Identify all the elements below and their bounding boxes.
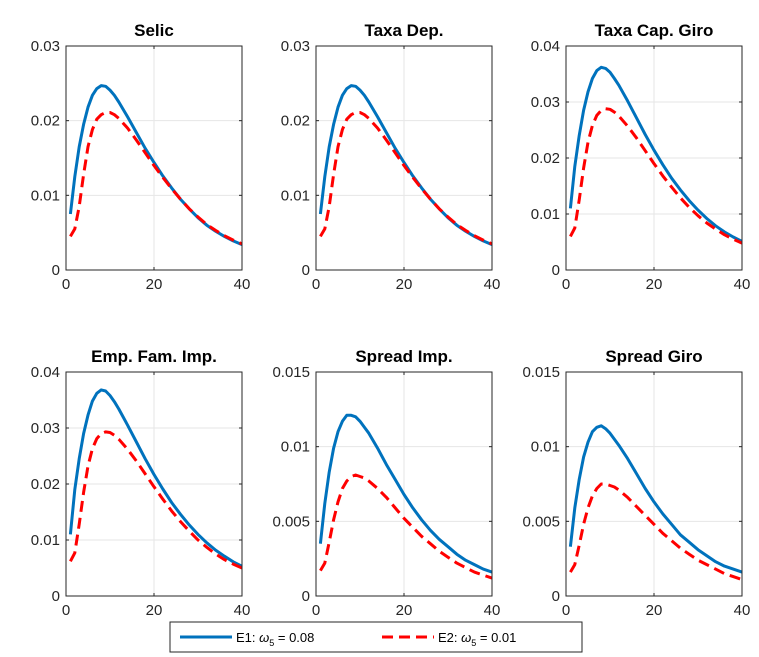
subplot-title: Spread Imp. [355, 347, 452, 366]
y-tick-label: 0.03 [531, 94, 560, 111]
series-line-e1 [568, 424, 742, 574]
legend-label-e2: E2: ω5 = 0.01 [438, 630, 516, 648]
x-tick-label: 40 [234, 276, 251, 293]
x-tick-label: 0 [62, 602, 70, 619]
y-tick-label: 0.01 [281, 187, 310, 204]
series-line-e1 [68, 388, 242, 568]
y-tick-label: 0.005 [522, 513, 560, 530]
subplot-title: Emp. Fam. Imp. [91, 347, 217, 366]
y-tick-label: 0.03 [31, 38, 60, 55]
subplot-title: Taxa Cap. Giro [595, 21, 714, 40]
y-tick-label: 0.01 [31, 532, 60, 549]
series-line-e1 [318, 84, 492, 246]
x-tick-label: 20 [396, 602, 413, 619]
y-tick-label: 0.015 [272, 364, 310, 381]
y-tick-label: 0.02 [531, 150, 560, 167]
x-tick-label: 40 [484, 276, 501, 293]
y-tick-label: 0.01 [281, 439, 310, 456]
x-tick-label: 40 [734, 602, 751, 619]
y-tick-label: 0.02 [281, 113, 310, 130]
y-tick-label: 0.01 [31, 187, 60, 204]
subplot-title: Taxa Dep. [364, 21, 443, 40]
subplot: 0 20 40 0 0.005 0.01 0.015 Spread Giro [522, 347, 750, 619]
y-tick-label: 0 [52, 588, 60, 605]
x-tick-label: 40 [484, 602, 501, 619]
series-line-e2 [319, 473, 492, 580]
y-tick-label: 0 [52, 262, 60, 279]
series-line-e1 [68, 84, 242, 246]
x-tick-label: 0 [312, 276, 320, 293]
x-tick-label: 0 [312, 602, 320, 619]
x-tick-label: 40 [234, 602, 251, 619]
subplot-grid: 0 20 40 0 0.01 0.02 0.03 Selic 0 20 40 0 0.01 0.02 0.0… [31, 21, 751, 619]
series-line-e2 [569, 482, 742, 582]
series-line-e2 [569, 107, 742, 245]
legend-label-e1: E1: ω5 = 0.08 [236, 630, 314, 648]
y-tick-label: 0.015 [522, 364, 560, 381]
series-line-e1 [318, 413, 492, 574]
legend-box [169, 621, 583, 653]
y-tick-label: 0.03 [31, 420, 60, 437]
x-tick-label: 20 [646, 276, 663, 293]
subplot: 0 20 40 0 0.01 0.02 0.03 Taxa Dep. [281, 21, 501, 293]
subplot-title: Selic [134, 21, 174, 40]
y-tick-label: 0.04 [31, 364, 60, 381]
y-tick-label: 0.02 [31, 476, 60, 493]
x-tick-label: 20 [146, 602, 163, 619]
series-line-e1 [568, 65, 742, 243]
subplot: 0 20 40 0 0.01 0.02 0.03 0.04 Emp. Fam. Imp. [31, 347, 251, 619]
subplot: 0 20 40 0 0.005 0.01 0.015 Spread Imp. [272, 347, 500, 619]
x-tick-label: 40 [734, 276, 751, 293]
series-line-e2 [69, 111, 242, 246]
x-tick-label: 20 [396, 276, 413, 293]
y-tick-label: 0 [552, 262, 560, 279]
x-tick-label: 0 [562, 602, 570, 619]
series-line-e2 [69, 430, 242, 570]
legend: E1: ω5 = 0.08 E2: ω5 = 0.01 [169, 621, 583, 653]
y-tick-label: 0.03 [281, 38, 310, 55]
subplot: 0 20 40 0 0.01 0.02 0.03 Selic [31, 21, 251, 293]
y-tick-label: 0.04 [531, 38, 560, 55]
y-tick-label: 0.01 [531, 206, 560, 223]
x-tick-label: 20 [146, 276, 163, 293]
y-tick-label: 0.01 [531, 439, 560, 456]
y-tick-label: 0 [302, 588, 310, 605]
subplot-title: Spread Giro [605, 347, 702, 366]
x-tick-label: 20 [646, 602, 663, 619]
y-tick-label: 0 [552, 588, 560, 605]
y-tick-label: 0.02 [31, 113, 60, 130]
x-tick-label: 0 [562, 276, 570, 293]
subplot: 0 20 40 0 0.01 0.02 0.03 0.04 Taxa Cap. Giro [531, 21, 751, 293]
y-tick-label: 0.005 [272, 513, 310, 530]
series-line-e2 [319, 111, 492, 246]
x-tick-label: 0 [62, 276, 70, 293]
y-tick-label: 0 [302, 262, 310, 279]
